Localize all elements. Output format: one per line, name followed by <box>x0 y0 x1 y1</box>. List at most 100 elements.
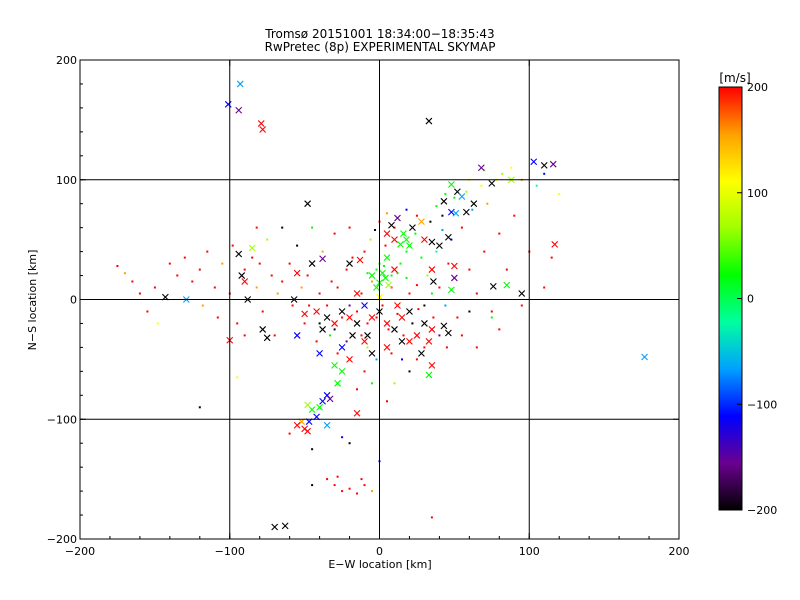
cross-point-91 <box>338 344 346 351</box>
dot-point-51 <box>366 322 369 325</box>
cross-point-49 <box>421 236 428 244</box>
dot-point-145 <box>396 272 399 275</box>
dot-point-16 <box>221 262 224 265</box>
cross-point-0 <box>224 100 232 108</box>
dot-point-128 <box>375 358 378 361</box>
dot-point-61 <box>399 262 402 265</box>
colorbar-tick-label-4: −200 <box>747 504 777 517</box>
cross-point-36 <box>235 250 243 258</box>
cross-point-41 <box>356 256 364 264</box>
dot-point-69 <box>423 346 426 349</box>
dot-point-52 <box>371 280 373 283</box>
dot-point-113 <box>336 475 339 478</box>
cross-point-118 <box>425 371 433 379</box>
cross-point-22 <box>518 290 526 297</box>
dot-point-76 <box>444 304 447 307</box>
dot-point-146 <box>375 268 378 271</box>
cross-point-46 <box>400 230 407 238</box>
cross-point-39 <box>319 255 326 263</box>
cross-point-124 <box>301 310 309 318</box>
dot-point-15 <box>216 316 219 319</box>
dot-point-103 <box>198 406 201 409</box>
cross-point-89 <box>361 338 368 345</box>
dot-point-150 <box>369 238 372 241</box>
cross-point-116 <box>271 523 279 531</box>
cross-point-65 <box>430 278 437 285</box>
dot-point-81 <box>460 226 463 229</box>
dot-point-138 <box>430 292 433 295</box>
dot-point-43 <box>336 286 339 289</box>
dot-point-155 <box>415 214 418 217</box>
cross-point-76 <box>391 326 398 333</box>
cross-point-83 <box>444 329 452 337</box>
cross-point-66 <box>447 286 455 294</box>
dot-point-3 <box>138 292 141 295</box>
chart-subtitle: RwPretec (8p) EXPERIMENTAL SKYMAP <box>265 40 496 54</box>
dot-point-95 <box>513 214 516 217</box>
dot-point-46 <box>348 304 351 307</box>
dot-point-142 <box>468 310 471 313</box>
x-tick-label-0: −200 <box>65 545 95 558</box>
y-tick-label-2: 0 <box>70 294 77 307</box>
dot-point-85 <box>475 292 478 295</box>
dot-point-39 <box>321 250 324 253</box>
dot-point-167 <box>444 193 447 196</box>
cross-point-121 <box>394 302 401 309</box>
dot-point-19 <box>236 322 239 325</box>
cross-point-50 <box>428 238 436 246</box>
cross-point-114 <box>323 421 331 429</box>
dot-point-130 <box>366 346 369 349</box>
dot-point-27 <box>273 334 276 337</box>
dot-point-24 <box>261 310 264 313</box>
dot-point-162 <box>475 346 478 349</box>
cross-point-23 <box>503 281 511 289</box>
cross-point-6 <box>530 158 538 166</box>
dot-point-143 <box>415 284 418 287</box>
dot-point-131 <box>360 334 363 337</box>
y-tick-label-1: −100 <box>47 413 77 426</box>
cross-point-90 <box>349 332 356 339</box>
cross-point-51 <box>436 242 443 250</box>
colorbar-label: [m/s] <box>719 71 750 85</box>
dot-point-100 <box>550 256 553 259</box>
cross-point-29 <box>259 326 267 333</box>
cross-point-40 <box>346 260 353 267</box>
dot-point-40 <box>326 304 329 307</box>
dot-point-118 <box>288 432 291 435</box>
dot-point-50 <box>363 250 366 253</box>
dot-point-72 <box>432 316 435 319</box>
cross-point-64 <box>428 266 436 273</box>
dot-point-163 <box>498 328 501 331</box>
cross-point-85 <box>418 349 425 357</box>
dot-point-123 <box>363 370 366 373</box>
cross-point-37 <box>293 269 301 277</box>
cross-point-70 <box>346 314 353 321</box>
dot-point-82 <box>465 190 468 193</box>
dot-point-93 <box>505 268 508 271</box>
cross-point-84 <box>425 338 433 345</box>
dot-point-101 <box>558 193 561 196</box>
cross-point-62 <box>391 266 398 273</box>
cross-point-98 <box>331 361 338 369</box>
dot-point-34 <box>303 322 306 325</box>
cross-point-30 <box>263 334 271 342</box>
cross-point-24 <box>489 282 497 290</box>
dot-point-84 <box>471 208 474 211</box>
dot-point-104 <box>311 484 314 487</box>
cross-point-42 <box>391 236 398 244</box>
dot-point-33 <box>300 286 303 289</box>
x-axis-label: E−W location [km] <box>328 558 431 571</box>
dot-point-121 <box>393 382 396 385</box>
colorbar-tick-label-3: −100 <box>747 398 777 411</box>
dot-point-65 <box>411 322 414 325</box>
cross-point-20 <box>304 200 312 208</box>
dot-point-70 <box>426 274 429 277</box>
dot-point-133 <box>336 352 339 355</box>
dot-point-4 <box>146 310 149 313</box>
dot-point-66 <box>414 232 417 235</box>
dot-point-94 <box>510 166 513 169</box>
cross-point-79 <box>413 332 421 339</box>
dot-point-64 <box>408 292 411 295</box>
cross-point-104 <box>326 395 334 403</box>
